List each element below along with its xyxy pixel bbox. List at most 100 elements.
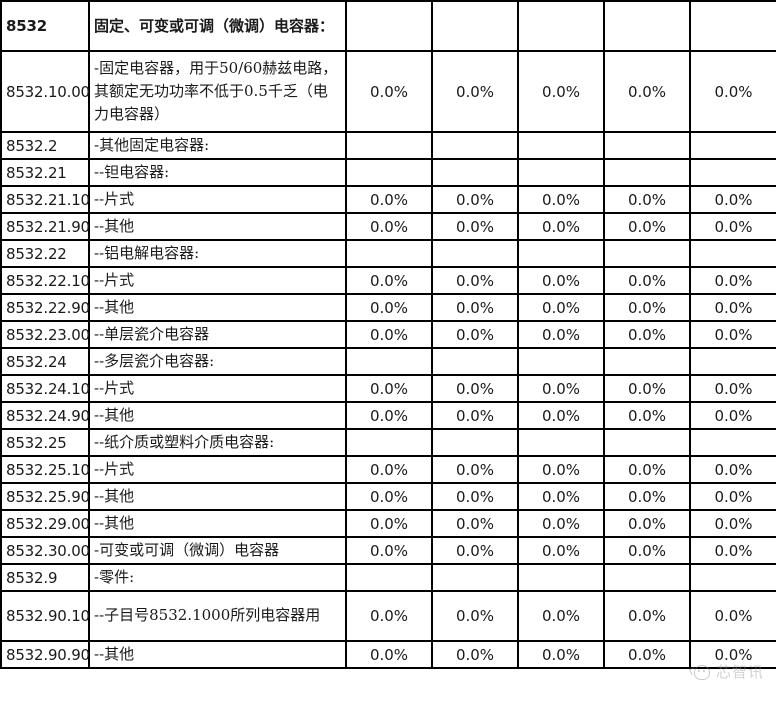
cell-rate-3: 0.0%	[517, 455, 605, 484]
cell-rate-5	[689, 563, 776, 592]
cell-hs-code: 8532.10.00	[0, 50, 90, 133]
cell-description: --子目号8532.1000所列电容器用	[88, 590, 347, 642]
cell-rate-2: 0.0%	[431, 401, 519, 430]
cell-rate-2	[431, 0, 519, 52]
cell-rate-5: 0.0%	[689, 266, 776, 295]
cell-hs-code: 8532.90.10	[0, 590, 90, 642]
cell-description: --片式	[88, 185, 347, 214]
cell-rate-3	[517, 347, 605, 376]
cell-rate-5: 0.0%	[689, 482, 776, 511]
cell-rate-2: 0.0%	[431, 50, 519, 133]
table-row: 8532.22.90 --其他 0.0% 0.0% 0.0% 0.0% 0.0%	[0, 293, 776, 322]
cell-rate-3	[517, 428, 605, 457]
cell-rate-4: 0.0%	[603, 293, 691, 322]
cell-rate-5: 0.0%	[689, 50, 776, 133]
cell-hs-code: 8532.21	[0, 158, 90, 187]
cell-rate-4: 0.0%	[603, 212, 691, 241]
cell-hs-code: 8532.24	[0, 347, 90, 376]
cell-description: -可变或可调（微调）电容器	[88, 536, 347, 565]
cell-rate-3	[517, 0, 605, 52]
cell-rate-2	[431, 347, 519, 376]
cell-description: --片式	[88, 266, 347, 295]
cell-hs-code: 8532.22	[0, 239, 90, 268]
cell-description: -固定电容器，用于50/60赫兹电路，其额定无功功率不低于0.5千乏（电力电容器…	[88, 50, 347, 133]
cell-rate-5: 0.0%	[689, 536, 776, 565]
cell-rate-5: 0.0%	[689, 509, 776, 538]
cell-rate-3	[517, 239, 605, 268]
cell-rate-1: 0.0%	[345, 455, 433, 484]
cell-description: --钽电容器:	[88, 158, 347, 187]
cell-rate-1: 0.0%	[345, 266, 433, 295]
cell-hs-code: 8532.24.90	[0, 401, 90, 430]
tariff-table-body: 8532 固定、可变或可调（微调）电容器： 8532.10.00 -固定电容器，用于5…	[0, 0, 776, 669]
cell-rate-1	[345, 239, 433, 268]
cell-rate-2: 0.0%	[431, 640, 519, 669]
cell-rate-2: 0.0%	[431, 509, 519, 538]
cell-rate-1: 0.0%	[345, 374, 433, 403]
cell-rate-3: 0.0%	[517, 50, 605, 133]
cell-rate-4: 0.0%	[603, 266, 691, 295]
cell-rate-4: 0.0%	[603, 401, 691, 430]
table-row: 8532.24.90 --其他 0.0% 0.0% 0.0% 0.0% 0.0%	[0, 401, 776, 430]
cell-rate-4	[603, 131, 691, 160]
cell-hs-code: 8532.21.10	[0, 185, 90, 214]
table-row: 8532 固定、可变或可调（微调）电容器：	[0, 0, 776, 52]
cell-rate-5: 0.0%	[689, 640, 776, 669]
cell-rate-5	[689, 131, 776, 160]
cell-rate-1: 0.0%	[345, 293, 433, 322]
table-row: 8532.21.90 --其他 0.0% 0.0% 0.0% 0.0% 0.0%	[0, 212, 776, 241]
tariff-table: 8532 固定、可变或可调（微调）电容器： 8532.10.00 -固定电容器，用于5…	[0, 0, 776, 669]
cell-rate-4: 0.0%	[603, 590, 691, 642]
cell-rate-3: 0.0%	[517, 212, 605, 241]
cell-rate-2: 0.0%	[431, 374, 519, 403]
cell-rate-5: 0.0%	[689, 212, 776, 241]
cell-rate-1: 0.0%	[345, 590, 433, 642]
cell-hs-code: 8532.30.00	[0, 536, 90, 565]
cell-rate-1: 0.0%	[345, 482, 433, 511]
cell-rate-5: 0.0%	[689, 401, 776, 430]
cell-rate-4	[603, 0, 691, 52]
cell-rate-1: 0.0%	[345, 320, 433, 349]
cell-rate-3: 0.0%	[517, 590, 605, 642]
cell-rate-2: 0.0%	[431, 455, 519, 484]
table-row: 8532.22.10 --片式 0.0% 0.0% 0.0% 0.0% 0.0%	[0, 266, 776, 295]
cell-description: --片式	[88, 455, 347, 484]
cell-rate-1	[345, 0, 433, 52]
cell-rate-5	[689, 239, 776, 268]
cell-rate-5	[689, 428, 776, 457]
cell-description: --其他	[88, 509, 347, 538]
table-row: 8532.24 --多层瓷介电容器:	[0, 347, 776, 376]
cell-description: --铝电解电容器:	[88, 239, 347, 268]
cell-hs-code: 8532.90.90	[0, 640, 90, 669]
cell-rate-2: 0.0%	[431, 266, 519, 295]
cell-rate-5: 0.0%	[689, 185, 776, 214]
cell-rate-1: 0.0%	[345, 50, 433, 133]
cell-rate-5	[689, 0, 776, 52]
cell-rate-1: 0.0%	[345, 509, 433, 538]
cell-rate-2: 0.0%	[431, 590, 519, 642]
cell-rate-2	[431, 158, 519, 187]
cell-rate-2: 0.0%	[431, 185, 519, 214]
cell-rate-4: 0.0%	[603, 374, 691, 403]
cell-hs-code: 8532.2	[0, 131, 90, 160]
cell-hs-code: 8532.25.90	[0, 482, 90, 511]
cell-description: --纸介质或塑料介质电容器:	[88, 428, 347, 457]
cell-hs-code: 8532.29.00	[0, 509, 90, 538]
cell-rate-3	[517, 563, 605, 592]
cell-rate-4	[603, 347, 691, 376]
cell-rate-4	[603, 428, 691, 457]
cell-rate-3: 0.0%	[517, 536, 605, 565]
cell-rate-1: 0.0%	[345, 401, 433, 430]
cell-rate-2: 0.0%	[431, 320, 519, 349]
table-row: 8532.29.00 --其他 0.0% 0.0% 0.0% 0.0% 0.0%	[0, 509, 776, 538]
cell-rate-2: 0.0%	[431, 536, 519, 565]
cell-rate-2: 0.0%	[431, 482, 519, 511]
cell-rate-2	[431, 131, 519, 160]
cell-description: -其他固定电容器:	[88, 131, 347, 160]
cell-rate-3: 0.0%	[517, 482, 605, 511]
cell-hs-code: 8532.22.10	[0, 266, 90, 295]
cell-hs-code: 8532.9	[0, 563, 90, 592]
cell-description: --其他	[88, 293, 347, 322]
table-row: 8532.22 --铝电解电容器:	[0, 239, 776, 268]
cell-rate-2: 0.0%	[431, 293, 519, 322]
